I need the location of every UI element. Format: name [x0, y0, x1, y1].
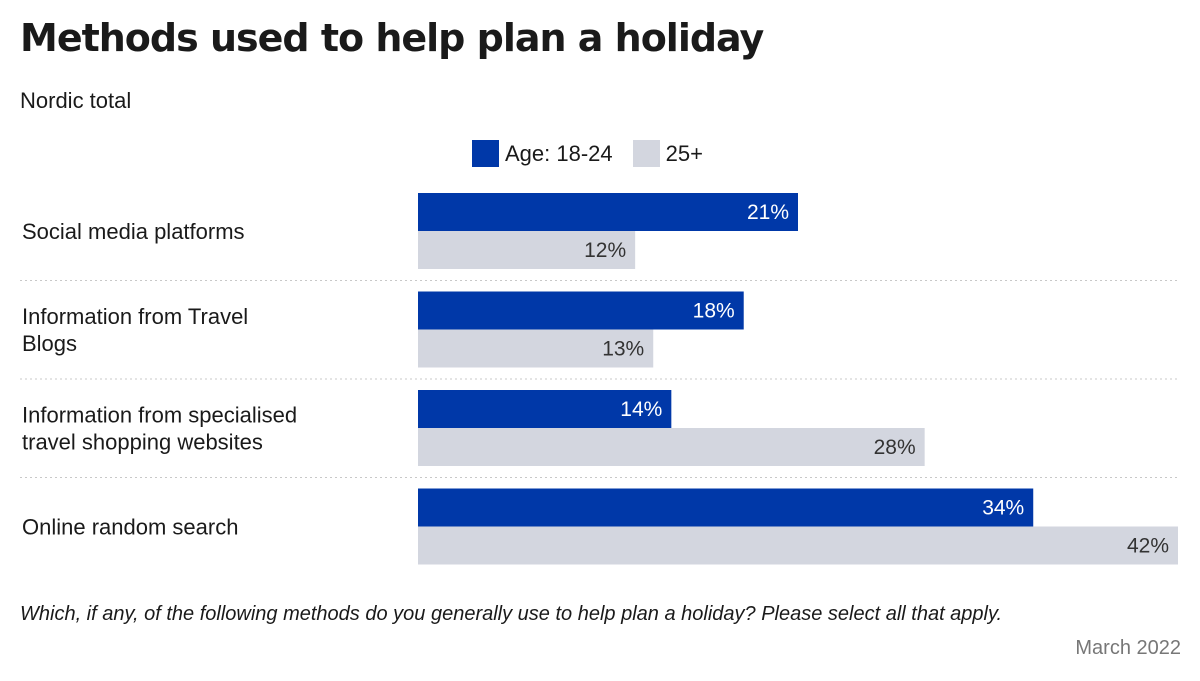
category-label: Information from Travel Blogs — [22, 304, 248, 356]
data-label: 21% — [747, 201, 789, 224]
category-label: Social media platforms — [22, 219, 245, 244]
data-label: 42% — [1127, 535, 1169, 558]
data-label: 12% — [584, 239, 626, 262]
data-label: 14% — [620, 398, 662, 421]
legend-item-18-24: Age: 18-24 — [472, 140, 613, 167]
survey-date: March 2022 — [1075, 637, 1181, 659]
bar-25-plus — [418, 526, 1178, 565]
category-label: Online random search — [22, 515, 238, 540]
data-label: 13% — [602, 338, 644, 361]
data-label: 28% — [874, 436, 916, 459]
bar-18-24 — [418, 193, 798, 231]
bar-25-plus — [418, 428, 925, 466]
survey-question: Which, if any, of the following methods … — [20, 603, 1003, 625]
legend-item-25-plus: 25+ — [632, 140, 703, 167]
bar-chart: Social media platforms 21% 12% Information … — [20, 193, 1180, 565]
category-label: Information from specialised travel shopp… — [22, 403, 297, 455]
legend-swatch-18-24 — [472, 140, 499, 167]
bar-18-24 — [418, 390, 672, 428]
legend-label-18-24: Age: 18-24 — [505, 140, 613, 166]
data-label: 18% — [693, 300, 735, 323]
legend: Age: 18-24 25+ — [472, 140, 723, 167]
data-label: 34% — [982, 497, 1024, 520]
chart-subtitle: Nordic total — [20, 88, 132, 113]
bar-25-plus — [418, 231, 636, 269]
bar-18-24 — [418, 488, 1034, 527]
chart-title: Methods used to help plan a holiday — [20, 16, 764, 60]
legend-label-25-plus: 25+ — [665, 140, 703, 166]
bar-25-plus — [418, 329, 654, 368]
bar-18-24 — [418, 291, 744, 330]
legend-swatch-25-plus — [632, 140, 660, 167]
